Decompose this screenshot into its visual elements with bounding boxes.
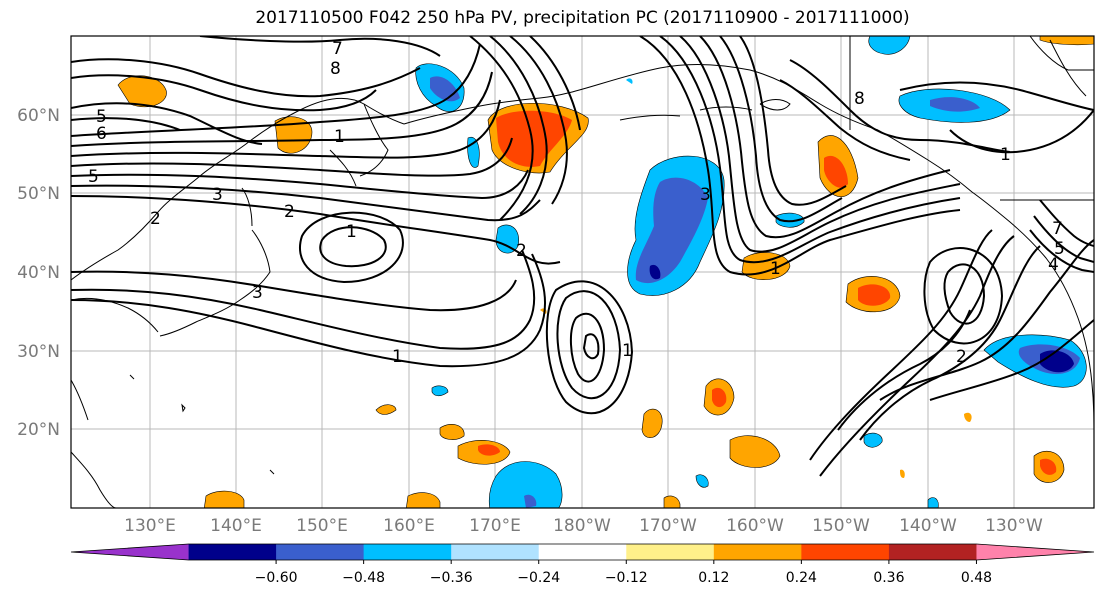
contour-label: 6 — [96, 124, 107, 144]
colorbar-segment — [451, 544, 540, 560]
pv-contours — [71, 36, 1094, 477]
colorbar-extend-min — [71, 544, 189, 560]
contour-label: 7 — [1052, 219, 1063, 239]
contour-label: 1 — [392, 347, 403, 367]
contour-label: 4 — [1048, 255, 1059, 275]
contour-label: 1 — [346, 222, 357, 242]
lat-label: 30°N — [17, 342, 60, 362]
colorbar-segment — [538, 544, 627, 560]
colorbar-segment — [276, 544, 365, 560]
longitude-labels: 130°E 140°E 150°E 160°E 170°E 180°W 170°… — [124, 516, 1043, 536]
colorbar-tick-label: 0.24 — [786, 570, 817, 586]
lat-label: 60°N — [17, 106, 60, 126]
colorbar: −0.60 −0.48 −0.36 −0.24 −0.12 0.12 0.24 0.36 0.4… — [70, 543, 1095, 586]
colorbar-segment — [888, 544, 977, 560]
lon-label: 150°W — [812, 516, 870, 536]
contour-label: 5 — [88, 167, 99, 187]
lon-label: 130°W — [985, 516, 1043, 536]
lon-label: 150°E — [296, 516, 348, 536]
contour-labels: 7 8 5 6 1 5 3 2 2 1 3 1 1 3 1 8 1 7 5 4 … — [88, 39, 1065, 367]
contour-label: 7 — [332, 39, 343, 59]
contour-label: 3 — [252, 283, 263, 303]
lon-label: 140°E — [210, 516, 262, 536]
lon-label: 130°E — [124, 516, 176, 536]
lon-label: 170°W — [639, 516, 697, 536]
contour-label: 5 — [1054, 239, 1065, 259]
latitude-labels: 60°N 50°N 40°N 30°N 20°N — [17, 106, 60, 440]
contour-label: 2 — [516, 241, 527, 261]
precip-positive-shading — [117, 36, 1094, 508]
lat-label: 40°N — [17, 263, 60, 283]
colorbar-segment — [801, 544, 890, 560]
colorbar-tick-label: −0.36 — [430, 570, 473, 586]
colorbar-tick-label: −0.24 — [517, 570, 560, 586]
contour-label: 1 — [622, 341, 633, 361]
contour-label: 1 — [1000, 145, 1011, 165]
contour-label: 8 — [330, 59, 341, 79]
lon-label: 140°W — [899, 516, 957, 536]
contour-label: 2 — [956, 347, 967, 367]
contour-label: 1 — [334, 127, 345, 147]
contour-label: 8 — [854, 89, 865, 109]
colorbar-segment — [626, 544, 715, 560]
colorbar-segment — [363, 544, 452, 560]
colorbar-tick-label: −0.12 — [605, 570, 648, 586]
coastlines — [71, 36, 1094, 508]
map-title: 2017110500 F042 250 hPa PV, precipitatio… — [255, 8, 910, 28]
colorbar-tick-label: 0.36 — [873, 570, 904, 586]
contour-label: 3 — [700, 185, 711, 205]
contour-label: 2 — [284, 202, 295, 222]
colorbar-outline — [70, 543, 1095, 561]
lat-label: 20°N — [17, 420, 60, 440]
lon-label: 170°E — [469, 516, 521, 536]
contour-label: 3 — [212, 185, 223, 205]
lon-label: 180°W — [553, 516, 611, 536]
colorbar-tick-label: −0.60 — [255, 570, 298, 586]
lon-label: 160°E — [383, 516, 435, 536]
colorbar-segment — [713, 544, 802, 560]
contour-label: 2 — [150, 209, 161, 229]
contour-label: 5 — [96, 107, 107, 127]
lat-label: 50°N — [17, 184, 60, 204]
map-frame — [70, 35, 1095, 509]
colorbar-tick-label: 0.48 — [961, 570, 992, 586]
colorbar-extend-max — [976, 544, 1094, 560]
colorbar-tick-label: 0.12 — [698, 570, 729, 586]
lon-label: 160°W — [726, 516, 784, 536]
contour-label: 1 — [770, 259, 781, 279]
colorbar-tick-label: −0.48 — [342, 570, 385, 586]
colorbar-segment — [188, 544, 277, 560]
